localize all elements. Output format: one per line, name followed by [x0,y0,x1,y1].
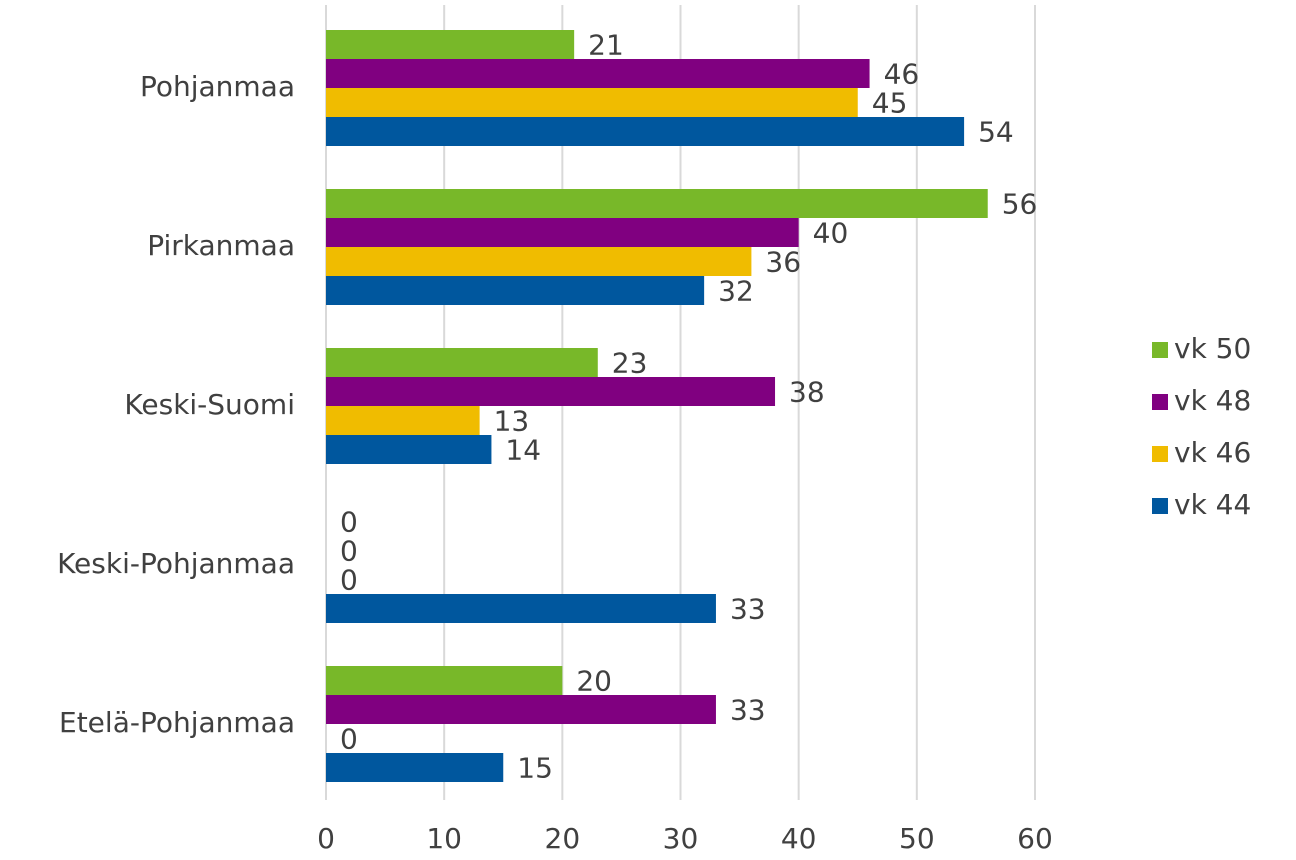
data-label: 0 [340,564,358,597]
category-label: Pirkanmaa [147,229,295,262]
x-tick-label: 40 [781,822,817,855]
legend-swatch [1152,342,1168,358]
legend-swatch [1152,394,1168,410]
data-label: 23 [612,347,648,380]
legend-label: vk 48 [1174,384,1251,417]
data-label: 0 [340,723,358,756]
bar [326,59,870,88]
data-label: 20 [576,665,612,698]
data-label: 45 [872,87,908,120]
bar [326,117,965,146]
data-label: 14 [505,434,541,467]
bar [326,247,752,276]
x-tick-label: 50 [899,822,935,855]
legend-label: vk 44 [1174,488,1251,521]
bar [326,594,716,623]
data-label: 0 [340,506,358,539]
legend-swatch [1152,446,1168,462]
x-tick-label: 60 [1017,822,1053,855]
data-label: 21 [588,29,624,62]
x-tick-label: 10 [426,822,462,855]
bar [326,218,799,247]
data-label: 33 [730,593,766,626]
bar [326,276,705,305]
data-label: 32 [718,275,754,308]
legend-label: vk 50 [1174,332,1251,365]
category-label: Pohjanmaa [140,70,295,103]
bar [326,753,504,782]
x-tick-label: 30 [663,822,699,855]
bar [326,30,575,59]
bar [326,406,480,435]
bar [326,666,563,695]
category-label: Keski-Suomi [124,388,295,421]
data-label: 40 [813,217,849,250]
category-label: Keski-Pohjanmaa [57,547,295,580]
data-label: 15 [517,752,553,785]
x-tick-label: 20 [545,822,581,855]
data-label: 46 [884,58,920,91]
bar [326,88,858,117]
x-tick-label: 0 [317,822,335,855]
legend-label: vk 46 [1174,436,1251,469]
bar [326,377,776,406]
bar [326,435,492,464]
legend-swatch [1152,498,1168,514]
data-label: 36 [765,246,801,279]
data-label: 56 [1002,188,1038,221]
data-label: 13 [494,405,530,438]
data-label: 0 [340,535,358,568]
bar [326,695,716,724]
bar [326,348,598,377]
category-label: Etelä-Pohjanmaa [59,706,295,739]
data-label: 38 [789,376,825,409]
bar [326,189,988,218]
data-label: 33 [730,694,766,727]
data-label: 54 [978,116,1014,149]
